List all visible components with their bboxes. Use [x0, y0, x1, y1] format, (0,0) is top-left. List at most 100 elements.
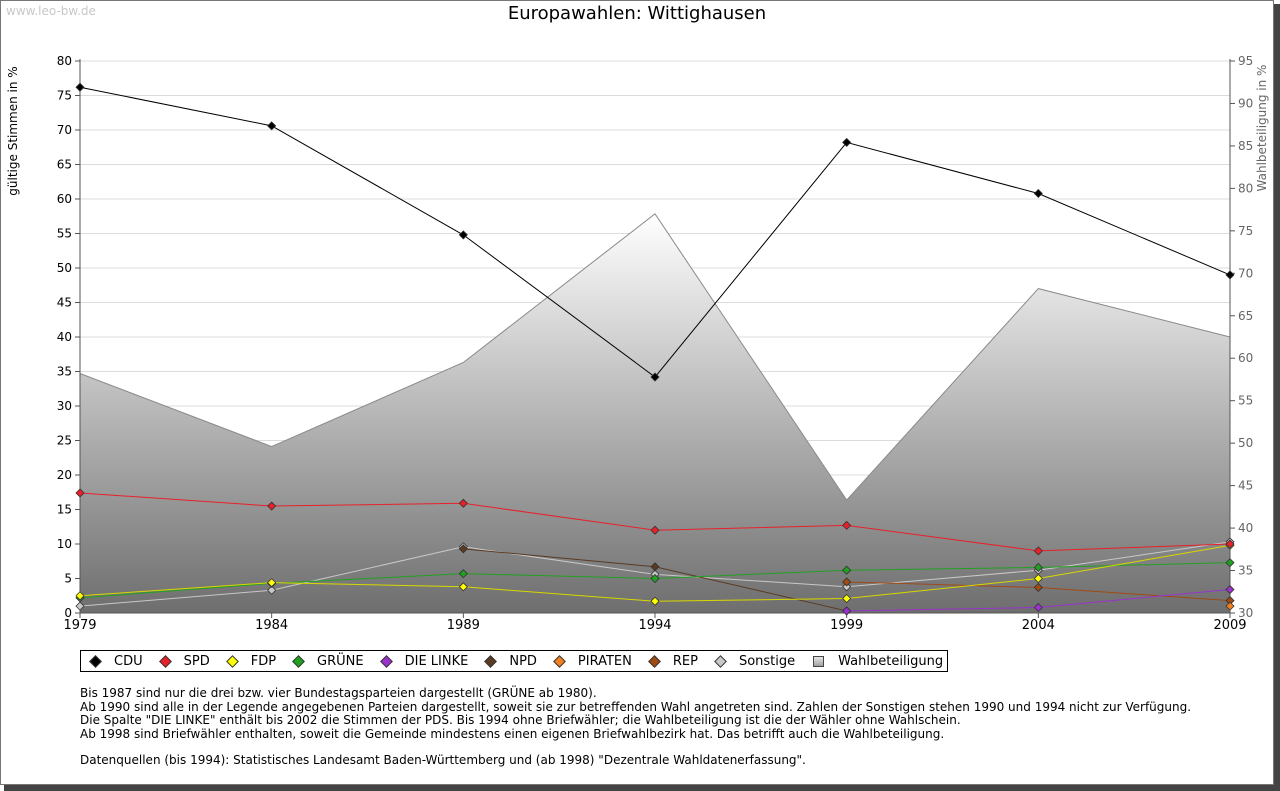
y-tick-label: 10	[57, 537, 72, 551]
y-tick-label: 30	[57, 399, 72, 413]
data-point-cdu	[842, 137, 852, 147]
series-points	[75, 82, 1235, 616]
data-point-cdu	[267, 121, 277, 131]
legend-label: PIRATEN	[577, 653, 632, 669]
y-tick-label: 45	[57, 296, 72, 310]
legend-label: SPD	[183, 653, 210, 669]
legend-marker-icon	[292, 654, 305, 668]
legend-marker-icon	[379, 654, 393, 668]
legend-item-rep: REP	[648, 654, 698, 669]
x-tick-label: 1994	[638, 618, 671, 633]
data-point-gr-ne	[458, 569, 468, 579]
y-tick-label: 5	[64, 572, 72, 586]
data-point-spd	[267, 501, 277, 511]
y-tick-label: 75	[57, 89, 72, 103]
x-tick-label: 2009	[1213, 618, 1246, 633]
legend-label: CDU	[114, 653, 143, 669]
legend-label: DIE LINKE	[404, 653, 469, 669]
data-point-gr-ne	[1033, 562, 1043, 573]
legend-item-piraten: PIRATEN	[553, 654, 632, 669]
note-line: Ab 1990 sind alle in der Legende angegeb…	[80, 699, 1192, 714]
data-point-die-linke	[842, 606, 852, 616]
legend-item-die-linke: DIE LINKE	[379, 653, 469, 669]
y2-tick-label: 55	[1238, 394, 1253, 408]
y2-tick-label: 80	[1238, 181, 1253, 195]
legend-item-cdu: CDU	[89, 654, 143, 669]
data-point-fdp	[458, 582, 468, 592]
legend-label: Sonstige	[738, 653, 796, 669]
y2-tick-label: 85	[1238, 139, 1253, 153]
legend-label: Wahlbeteiligung	[838, 653, 944, 669]
data-point-die-linke	[1033, 602, 1043, 613]
turnout-area-layer	[79, 213, 1231, 613]
y2-tick-label: 95	[1238, 54, 1253, 68]
legend-marker-icon	[89, 654, 102, 668]
turnout-area	[80, 213, 1230, 613]
data-point-gr-ne	[650, 573, 660, 584]
data-point-rep	[1033, 582, 1043, 593]
legend-item-spd: SPD	[158, 653, 210, 669]
data-point-sonstige	[75, 601, 85, 611]
data-point-cdu	[458, 230, 468, 240]
y2-tick-label: 40	[1238, 521, 1253, 535]
y2-tick-label: 90	[1238, 96, 1253, 110]
y-tick-label: 55	[57, 227, 72, 241]
y-tick-label: 65	[57, 158, 72, 172]
data-point-cdu	[650, 372, 660, 382]
y2-tick-label: 50	[1238, 436, 1253, 450]
note-line: Ab 1998 sind Briefwähler enthalten, sowe…	[80, 726, 945, 741]
data-point-npd	[650, 562, 660, 572]
legend-marker-icon	[648, 654, 661, 668]
y-tick-label: 15	[57, 503, 72, 517]
legend-marker-icon	[484, 654, 498, 668]
legend-marker-icon	[553, 654, 566, 668]
x-tick-label: 1999	[830, 618, 863, 633]
watermark: www.leo-bw.de	[6, 4, 96, 18]
data-point-fdp	[267, 578, 277, 588]
data-point-piraten	[1225, 601, 1235, 611]
legend-label: REP	[672, 653, 698, 669]
x-tick-label: 2004	[1022, 618, 1055, 633]
chart-plot: 0 5 10 15 20 25 30 35 40 45 50 55 60 65 70 75 80 30 35 40 45…	[57, 54, 1254, 633]
y-tick-label: 70	[57, 123, 72, 137]
y-tick-label: 60	[57, 192, 72, 206]
note-line: Bis 1987 sind nur die drei bzw. vier Bun…	[80, 686, 597, 700]
note-line: Die Spalte "DIE LINKE" enthält bis 2002 …	[80, 713, 961, 727]
data-point-npd	[458, 544, 468, 554]
data-point-sonstige	[842, 582, 852, 592]
chart-title: Europawahlen: Wittighausen	[507, 3, 767, 24]
data-source: Datenquellen (bis 1994): Statistisches L…	[80, 753, 806, 767]
frame-shadow-bottom	[4, 785, 1280, 791]
legend-label: NPD	[509, 653, 537, 669]
legend-item-npd: NPD	[484, 654, 537, 669]
data-point-die-linke	[1225, 584, 1235, 595]
y-tick-label: 0	[64, 606, 72, 620]
legend-marker-icon	[714, 654, 727, 668]
y2-tick-label: 45	[1238, 479, 1253, 493]
y2-tick-label: 30	[1238, 606, 1253, 620]
y-tick-label: 40	[57, 330, 72, 344]
legend-label: GRÜNE	[317, 653, 364, 669]
y2-tick-label: 65	[1238, 309, 1253, 323]
data-point-spd	[1033, 546, 1043, 556]
frame-shadow-right	[1274, 4, 1280, 791]
legend-item-wahlbeteiligung: Wahlbeteiligung	[811, 654, 943, 669]
y-tick-label: 20	[57, 468, 72, 482]
data-point-fdp	[842, 593, 852, 604]
legend-marker-icon	[225, 654, 239, 668]
legend: CDU SPD FDP GRÜNE DIE LINKE NPD PIRATEN REP Sons…	[80, 650, 949, 672]
x-tick-label: 1989	[447, 618, 480, 633]
data-point-spd	[842, 520, 852, 530]
data-point-spd	[458, 498, 468, 508]
legend-label: FDP	[250, 653, 277, 669]
y-tick-label: 35	[57, 365, 72, 379]
data-point-cdu	[75, 82, 85, 92]
data-point-cdu	[1033, 188, 1043, 199]
axes	[75, 59, 1235, 618]
turnout-area-outline	[79, 213, 1231, 501]
data-point-fdp	[75, 591, 85, 601]
y-tick-label: 50	[57, 261, 72, 275]
data-point-gr-ne	[842, 565, 852, 575]
data-point-spd	[650, 525, 660, 535]
legend-item-gr-ne: GRÜNE	[292, 654, 364, 669]
